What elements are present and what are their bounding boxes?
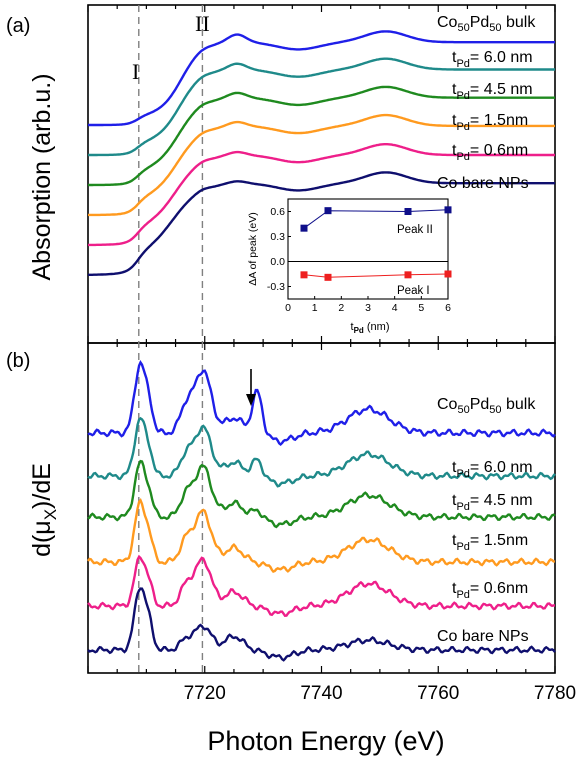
derivative-line-t60 [87,416,556,488]
inset-point-peak1 [404,271,412,279]
label-b-bare: Co bare NPs [437,628,529,645]
x-tick-label: 7780 [534,683,576,704]
derivative-line-t15 [87,498,556,574]
label-a-bulk: Co50Pd50 bulk [437,14,536,34]
label-b-t06: tPd= 0.6nm [452,580,528,601]
ylabel-b-main: d(μ [28,520,56,557]
inset-x-tick-label: 3 [365,302,371,314]
label-b-t15: tPd= 1.5nm [452,532,528,553]
inset-x-tick-label: 0 [285,302,291,314]
label-a-t45: tPd= 4.5 nm [452,81,533,102]
inset-point-peak1 [444,270,452,278]
x-tick-labels: 7720 7740 7760 7780 [184,683,577,704]
derivative-line-t45 [87,459,556,529]
y-axis-label-a: Absorption (arb.u.) [28,73,56,280]
label-a-t15: tPd= 1.5nm [452,112,528,133]
absorption-line-t06 [88,143,555,247]
feature-arrow [246,369,256,406]
inset-line-peak1 [303,273,449,278]
label-b-t45: tPd= 4.5 nm [452,492,533,513]
inset-x-tick-label: 2 [338,302,344,314]
label-b-t60: tPd= 6.0 nm [452,459,533,480]
derivative-line-t06 [87,554,555,617]
ylabel-b-sub: X [41,509,60,520]
inset-line-peak2 [303,209,449,229]
inset-series [300,206,452,281]
inset-y-tick-label: 0.0 [270,256,285,268]
x-axis-ticks [87,5,556,673]
inset-chart: -0.3 0.0 0.3 0.6 0 1 2 3 4 5 6 ΔA of peak (eV) tP… [247,198,545,335]
absorption-line-bulk [88,30,555,127]
absorption-line-t60 [88,57,555,157]
panel-b-label: (b) [6,350,30,372]
inset-x-tick-label: 1 [312,302,318,314]
derivative-curves [87,360,556,662]
x-tick-label: 7740 [300,683,342,704]
absorption-line-t15 [88,113,555,217]
inset-point-peak1 [300,271,308,279]
ylabel-b-tail: )/dE [28,463,56,509]
x-axis-label: Photon Energy (eV) [207,726,444,756]
x-tick-label: 7760 [417,683,459,704]
y-axis-label-b: d(μX)/dE [28,463,60,557]
inset-point-peak2 [444,206,452,214]
inset-x-ticks: 0 1 2 3 4 5 6 [285,296,451,314]
peak-guide-lines [138,5,204,673]
inset-x-tick-label: 5 [418,302,424,314]
inset-point-peak2 [300,224,308,232]
peak-I-marker: I [132,59,139,84]
inset-x-tick-label: 4 [392,302,398,314]
panel-a-label: (a) [6,15,30,37]
inset-y-tick-label: -0.3 [267,281,285,293]
inset-y-tick-label: 0.3 [270,231,285,243]
inset-x-label: tPd (nm) [351,321,390,335]
label-a-bare: Co bare NPs [437,175,529,192]
inset-point-peak1 [324,273,332,281]
absorption-line-t45 [88,85,555,187]
absorption-curves [88,30,555,276]
inset-peak2-label: Peak II [397,224,433,236]
label-a-t60: tPd= 6.0 nm [452,49,533,70]
inset-y-label: ΔA of peak (eV) [247,212,259,286]
label-a-t06: tPd= 0.6nm [452,142,528,163]
inset-point-peak2 [404,208,412,215]
absorption-line-bare [88,171,555,276]
inset-peak1-label: Peak I [397,285,430,297]
inset-y-ticks: -0.3 0.0 0.3 0.6 [267,206,291,293]
inset-x-tick-label: 6 [445,302,451,314]
derivative-line-bare [87,587,556,662]
inset-point-peak2 [324,207,332,215]
peak-II-marker: II [195,11,210,36]
inset-y-tick-label: 0.6 [270,206,285,218]
label-b-bulk: Co50Pd50 bulk [437,396,536,416]
derivative-line-bulk [87,360,556,446]
x-tick-label: 7720 [184,683,226,704]
